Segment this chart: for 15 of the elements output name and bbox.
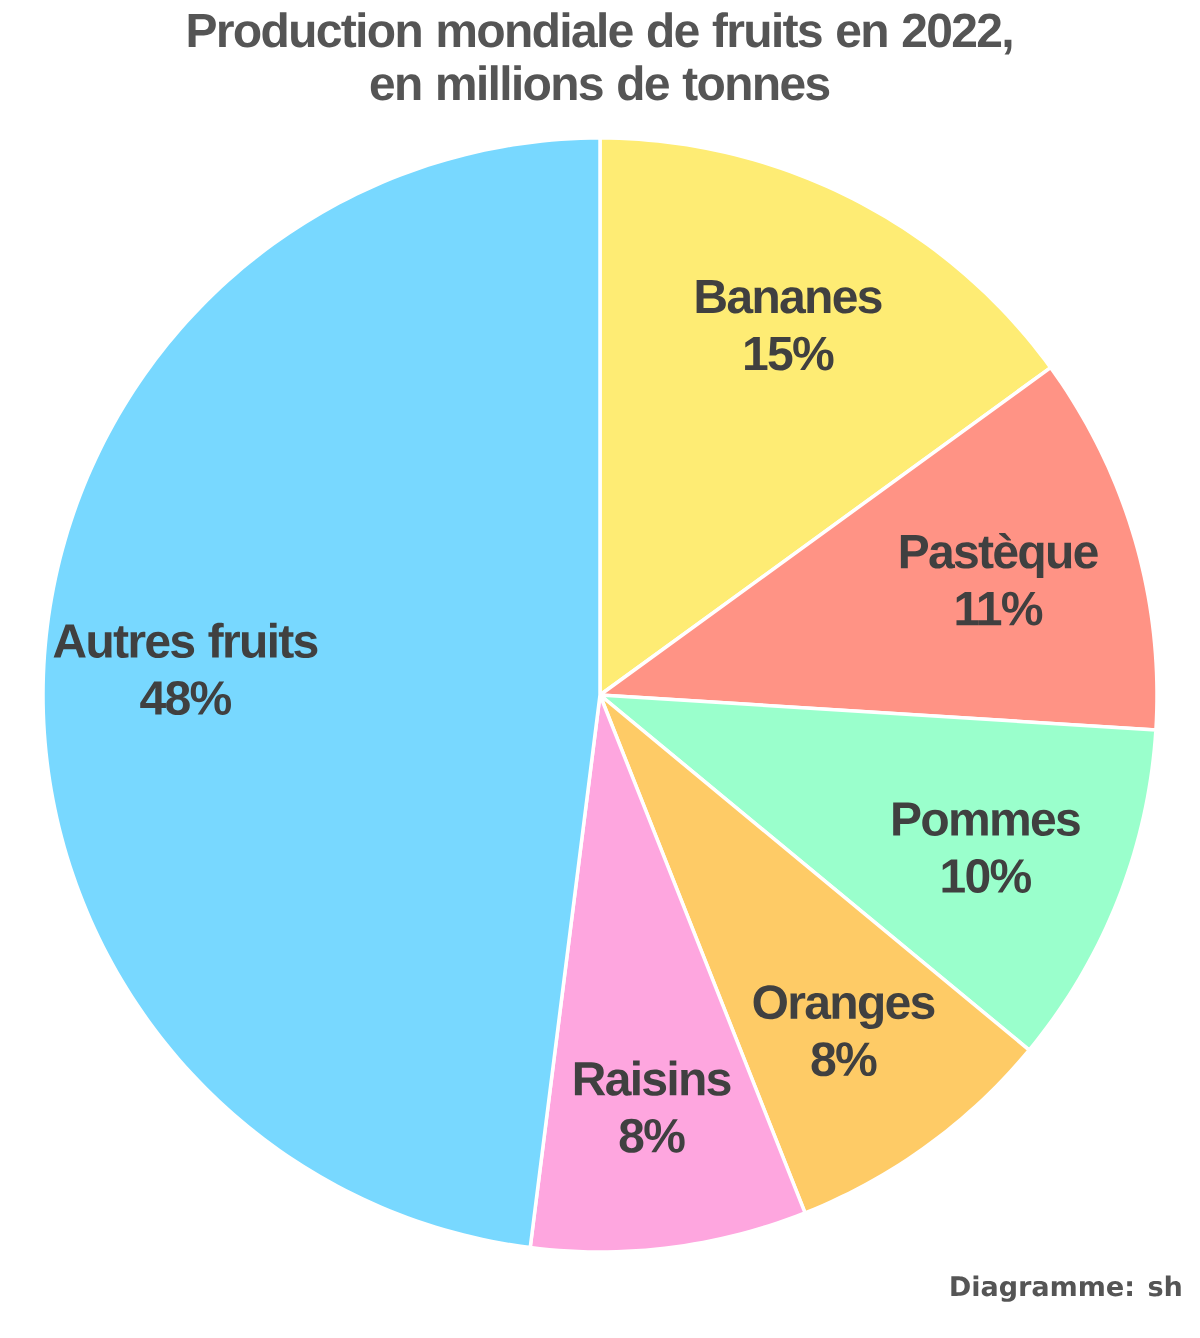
slice-label: Pommes [893,802,1080,837]
data-label: 15% [745,336,834,371]
slice-label: Raisins [574,1060,731,1096]
data-label: 8% [811,1042,877,1077]
data-label: 48% [140,681,231,716]
slice-label: Autres fruits [53,622,318,659]
text: Diagramme: sh [951,1275,1181,1302]
data-label: 11% [956,591,1043,626]
chart-subtitle: en millions de tonnes [370,65,830,101]
slice-label: Oranges [753,985,935,1029]
slice-label: Pastèque [900,532,1098,579]
data-label: 10% [942,859,1031,894]
slice-label: Bananes [696,280,882,314]
data-label: 8% [619,1118,685,1153]
chart-title: Production mondiale de fruits en 2022, [188,12,1012,55]
